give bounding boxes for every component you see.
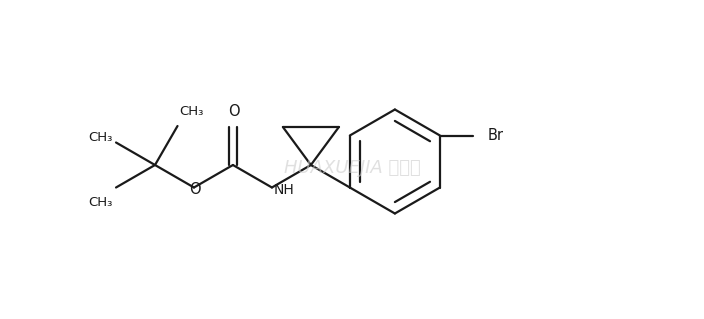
- Text: HUAXUEJIA 化学加: HUAXUEJIA 化学加: [284, 159, 420, 177]
- Text: O: O: [189, 182, 201, 197]
- Text: Br: Br: [488, 128, 504, 143]
- Text: NH: NH: [274, 182, 295, 197]
- Text: O: O: [228, 104, 240, 119]
- Text: CH₃: CH₃: [89, 131, 113, 144]
- Text: CH₃: CH₃: [89, 196, 113, 209]
- Text: CH₃: CH₃: [180, 105, 204, 118]
